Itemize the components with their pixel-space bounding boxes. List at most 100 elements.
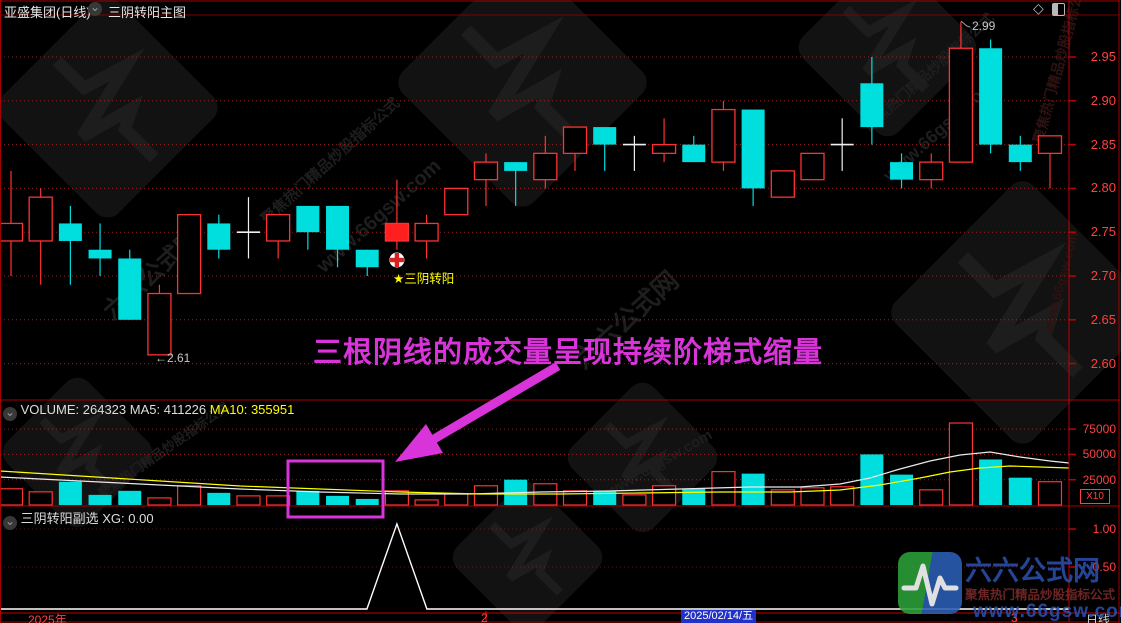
high-price-label: 2.99 <box>972 19 996 33</box>
watermark-logo-icon <box>0 0 225 225</box>
candle-body-up <box>0 222 24 242</box>
candle-body-up <box>948 47 974 163</box>
volume-bar-up <box>948 422 974 506</box>
candle-body-down <box>58 223 82 241</box>
volume-ma5-value: MA5: 411226 <box>129 402 207 417</box>
date-label-selected[interactable]: 2025/02/14/五 <box>681 610 757 623</box>
candle-body-down <box>504 162 528 171</box>
candle-body-up <box>444 187 469 216</box>
candle-body-down <box>118 258 142 320</box>
volume-bar-up <box>473 485 499 506</box>
candle-body-up <box>919 161 944 181</box>
sub-pane-header: ⌄ 三阴转阳副选 XG: 0.00 <box>3 508 154 530</box>
volume-bar-up <box>414 499 439 506</box>
annotation-arrow-shaft <box>431 362 561 443</box>
signal-marker-icon <box>389 257 404 263</box>
candle-body-down <box>593 127 617 145</box>
volume-bar-up <box>919 489 944 506</box>
watermark-logo-icon <box>0 371 159 534</box>
volume-bar-up <box>770 489 795 506</box>
candle-body-down <box>860 83 884 128</box>
watermark-logo-icon <box>884 174 1121 451</box>
volume-value: VOLUME: 264323 <box>20 402 127 417</box>
volume-bar-up <box>651 485 677 506</box>
volume-bar-up <box>266 495 291 506</box>
volume-bar-up <box>384 490 410 506</box>
candle-body-up <box>651 143 677 155</box>
diamond-icon[interactable]: ◇ <box>1033 0 1044 16</box>
volume-bar-down <box>326 495 350 505</box>
volume-bar-up <box>830 486 855 506</box>
volume-bar-down <box>58 481 82 505</box>
sub-indicator-line <box>0 521 1069 610</box>
volume-bar-down <box>682 488 706 505</box>
volume-bar-up <box>800 487 825 506</box>
candle-body-down <box>890 162 914 180</box>
volume-ma10-line <box>0 465 1070 495</box>
volume-bar-up <box>28 491 53 506</box>
volume-bar-down <box>979 459 1003 505</box>
low-price-label: ←2.61 <box>155 351 191 365</box>
date-axis: 2025年 2 2025/02/14/五 3 日线 <box>0 610 1121 623</box>
volume-bar-up <box>0 488 24 506</box>
volume-bar-up <box>622 494 647 506</box>
candle-body-down <box>741 109 765 189</box>
annotation-arrow-head <box>395 424 443 462</box>
watermark-logo-icon <box>792 0 983 143</box>
candle-body-up <box>711 108 736 163</box>
candle-body-up <box>800 152 825 181</box>
volume-bar-down <box>860 454 884 505</box>
candle-body-up <box>266 214 291 242</box>
brand-logo-icon <box>898 552 962 614</box>
candle-body-down <box>682 144 706 163</box>
main-indicator-name: 三阴转阳主图 <box>108 5 187 20</box>
volume-bar-down <box>890 474 914 505</box>
candle-body-down <box>355 249 379 268</box>
candle-body-down <box>207 223 231 250</box>
candle-body-down <box>88 249 112 259</box>
annotation-note: 三根阴线的成交量呈现持续阶梯式缩量 <box>313 337 824 369</box>
volume-bar-down <box>355 498 379 505</box>
stock-title: 亚盛集团(日线) <box>4 5 91 20</box>
volume-bar-down <box>88 494 112 505</box>
candle-body-up <box>533 152 558 181</box>
high-pointer-line <box>960 20 971 28</box>
candle-body-signal <box>384 222 410 242</box>
brand-url: www.66gsw.com <box>973 601 1121 622</box>
volume-ma10-value: MA10: 355951 <box>209 402 295 417</box>
candle-body-up <box>176 214 202 295</box>
layout-panel-icon[interactable] <box>1052 3 1065 16</box>
candle-body-down <box>1008 144 1032 163</box>
candle-body-down <box>326 205 350 250</box>
volume-ma5-line <box>0 451 1070 495</box>
candle-body-down <box>296 205 320 233</box>
candle-body-up <box>28 196 53 242</box>
chevron-down-icon[interactable]: ⌄ <box>3 405 17 421</box>
chevron-down-icon[interactable]: ⌄ <box>3 514 17 530</box>
candle-body-up <box>562 126 588 155</box>
sub-indicator-name: 三阴转阳副选 <box>20 511 99 526</box>
volume-bar-up <box>444 493 469 506</box>
volume-bar-down <box>593 490 617 505</box>
volume-bar-up <box>1037 481 1063 506</box>
date-label-plain: 2025年 <box>28 613 67 623</box>
candle-body-up <box>414 222 439 242</box>
highlight-box <box>286 459 385 519</box>
xg-value: XG: 0.00 <box>102 511 154 526</box>
candle-body-up <box>1037 135 1063 155</box>
signal-label: ★三阴转阳 <box>393 272 455 286</box>
volume-multiplier-badge: X10 <box>1080 489 1110 504</box>
volume-bar-down <box>741 473 765 505</box>
brand-name: 六六公式网 <box>965 556 1100 586</box>
volume-bar-up <box>177 485 202 506</box>
volume-bar-up <box>236 495 261 506</box>
volume-bar-down <box>1008 477 1032 505</box>
volume-bar-up <box>562 490 588 506</box>
chevron-down-icon[interactable]: ⌄ <box>88 0 102 16</box>
volume-bar-down <box>207 492 231 505</box>
date-label-month: 3 <box>1011 611 1018 623</box>
volume-bar-down <box>296 490 320 505</box>
period-label[interactable]: 日线 <box>1086 613 1111 623</box>
